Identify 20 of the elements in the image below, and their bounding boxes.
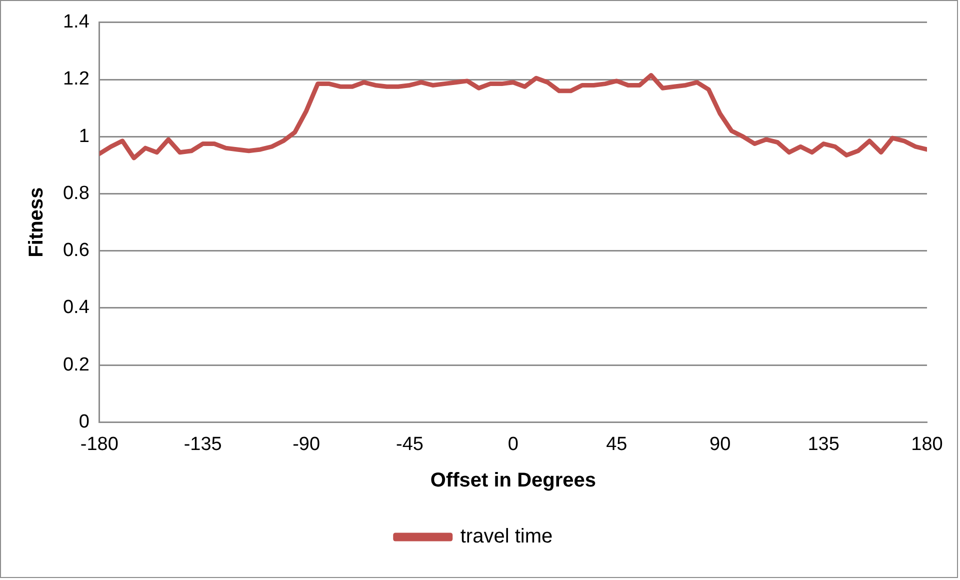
x-tick-label: -135	[184, 434, 222, 455]
x-tick-label: -90	[292, 434, 320, 455]
y-tick-label: 0.4	[62, 297, 90, 318]
x-tick-label: 45	[606, 434, 628, 455]
y-axis-title: Fitness	[26, 187, 48, 258]
x-tick-label: 135	[808, 434, 840, 455]
y-tick-label: 0	[78, 411, 90, 432]
x-axis-title: Offset in Degrees	[430, 470, 596, 492]
x-tick-label: -45	[396, 434, 424, 455]
x-tick-label: 0	[508, 434, 518, 455]
y-tick-label: 1.4	[62, 12, 90, 33]
x-tick-label: 90	[710, 434, 731, 455]
y-tick-label: 1	[78, 126, 90, 147]
x-tick-label: 180	[911, 434, 943, 455]
y-tick-label: 0.8	[62, 182, 90, 204]
y-tick-label: 1.2	[62, 68, 90, 90]
y-tick-label: 0.2	[62, 354, 90, 376]
y-tick-label: 0.6	[62, 240, 90, 262]
x-tick-label: -180	[80, 434, 118, 455]
legend-label: travel time	[460, 526, 553, 548]
